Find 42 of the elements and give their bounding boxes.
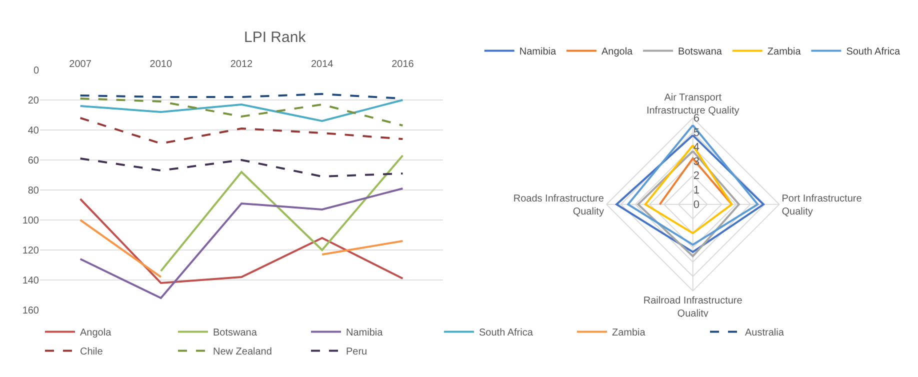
y-tick-label: 40 (28, 126, 40, 136)
chart-title: LPI Rank (244, 29, 306, 46)
line-series (79, 98, 404, 126)
x-tick-label: 2010 (150, 59, 172, 70)
y-tick-label: 120 (22, 246, 40, 256)
legend-label: Chile (80, 346, 104, 358)
y-tick-label: 100 (22, 216, 40, 226)
y-tick-label: 160 (22, 306, 40, 316)
legend-label: Zambia (767, 46, 802, 58)
x-tick-label: 2007 (69, 59, 92, 70)
x-tick-label: 2016 (392, 59, 414, 70)
legend-label: Botswana (213, 328, 258, 339)
line-series (79, 198, 404, 284)
y-tick-label: 140 (22, 276, 40, 286)
y-tick-label: 80 (28, 186, 40, 196)
legend-label: Peru (346, 346, 368, 358)
legend-label: South Africa (846, 46, 901, 58)
legend-label: Australia (745, 328, 784, 339)
line-series (79, 158, 404, 178)
x-tick-label: 2014 (310, 59, 334, 70)
spoke-label: Port Infrastructure Quality (782, 193, 862, 218)
legend-label: Angola (601, 46, 634, 58)
legend-label: Namibia (346, 328, 384, 339)
legend-label: Namibia (519, 46, 556, 58)
y-tick-label: 20 (28, 96, 40, 106)
y-tick-label: 1 (693, 184, 700, 197)
x-tick-label: 2012 (230, 59, 254, 70)
y-tick-label: 60 (28, 156, 40, 166)
legend-label: South Africa (479, 328, 534, 339)
line-series (79, 188, 404, 299)
y-tick-label: 0 (693, 198, 700, 211)
spoke-label: Roads Infrastructure Quality (513, 193, 604, 218)
legend-label: Botswana (678, 46, 722, 58)
line-series (79, 117, 404, 144)
line-series (160, 154, 404, 272)
y-tick-label: 2 (693, 170, 700, 182)
y-tick-label: 6 (693, 112, 700, 125)
line-series (79, 99, 404, 122)
y-tick-label: 0 (33, 66, 40, 76)
legend-label: Angola (80, 328, 112, 339)
legend-label: New Zealand (213, 346, 272, 358)
legend-label: Zambia (612, 328, 646, 339)
